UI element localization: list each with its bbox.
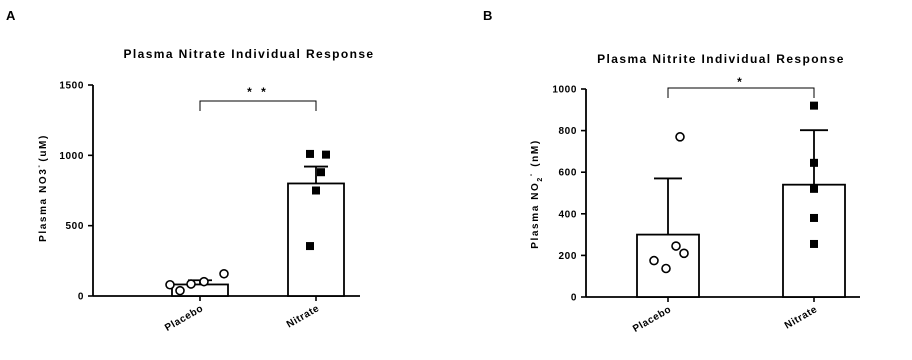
panel-b-plot: 0 200 400 600 800 1000 Placebo Nitrate *	[552, 75, 860, 335]
panel-a-point-placebo	[219, 268, 229, 279]
panel-b-ytick-label: 1000	[552, 85, 577, 96]
panel-a-point-nitrate	[317, 168, 325, 177]
panel-a-point-placebo	[175, 285, 185, 296]
panel-a-plot: 0 500 1000 1500 Placebo Nitrate * *	[59, 81, 360, 334]
panel-a-title: Plasma Nitrate Individual Response	[124, 47, 375, 61]
panel-b-ytick-label: 400	[559, 209, 578, 220]
panel-b-significance-bracket	[667, 87, 815, 98]
panel-b-ytick-label: 0	[571, 293, 577, 304]
panel-b-point-placebo	[661, 263, 671, 274]
panel-a-letter: A	[6, 8, 16, 23]
panel-a-category-label: Placebo	[163, 303, 205, 334]
panel-b-category-label: Placebo	[631, 304, 673, 335]
panel-b-point-placebo	[679, 248, 689, 259]
panel-b-title: Plasma Nitrite Individual Response	[597, 52, 845, 66]
panel-a-point-nitrate	[306, 149, 314, 158]
panel-a-point-placebo	[186, 279, 196, 289]
panel-a-bar-placebo	[171, 283, 229, 297]
panel-a-point-placebo	[165, 279, 175, 290]
panel-b-category-label: Nitrate	[783, 304, 820, 331]
panel-a-ylabel: Plasma NO3-(uM)	[36, 134, 49, 242]
panel-a-significance-label: * *	[247, 85, 269, 99]
panel-b-ytick-label: 600	[559, 168, 578, 179]
panel-b-significance-label: *	[737, 75, 745, 89]
panel-a-category-label: Nitrate	[285, 303, 322, 330]
panel-b-point-placebo	[649, 255, 659, 266]
panel-a-ytick-label: 0	[78, 292, 84, 303]
panel-a-point-placebo	[199, 276, 209, 287]
panel-b-ytick-label: 800	[559, 126, 578, 137]
panel-a-significance-bracket	[199, 100, 317, 111]
panel-b-point-nitrate	[810, 184, 818, 193]
panel-b-point-placebo	[675, 132, 685, 142]
panel-a-point-nitrate	[312, 186, 320, 195]
panel-b-point-placebo	[671, 241, 681, 251]
panel-a-ytick-label: 500	[66, 221, 85, 232]
panel-b-point-nitrate	[810, 213, 818, 222]
panel-b-point-nitrate	[810, 158, 818, 167]
panel-a-bar-nitrate	[287, 182, 345, 297]
panel-b-ylabel: Plasma NO2- (nM)	[528, 139, 544, 249]
panel-a-point-nitrate	[306, 242, 314, 251]
panel-b-point-nitrate	[810, 101, 818, 110]
panel-b-letter: B	[483, 8, 492, 23]
panel-b-point-nitrate	[810, 239, 818, 248]
panel-a-ytick-label: 1500	[59, 81, 84, 92]
panel-a-point-nitrate	[322, 150, 330, 159]
panel-b-ytick-label: 200	[559, 251, 578, 262]
panel-a-ytick-label: 1000	[59, 151, 84, 162]
